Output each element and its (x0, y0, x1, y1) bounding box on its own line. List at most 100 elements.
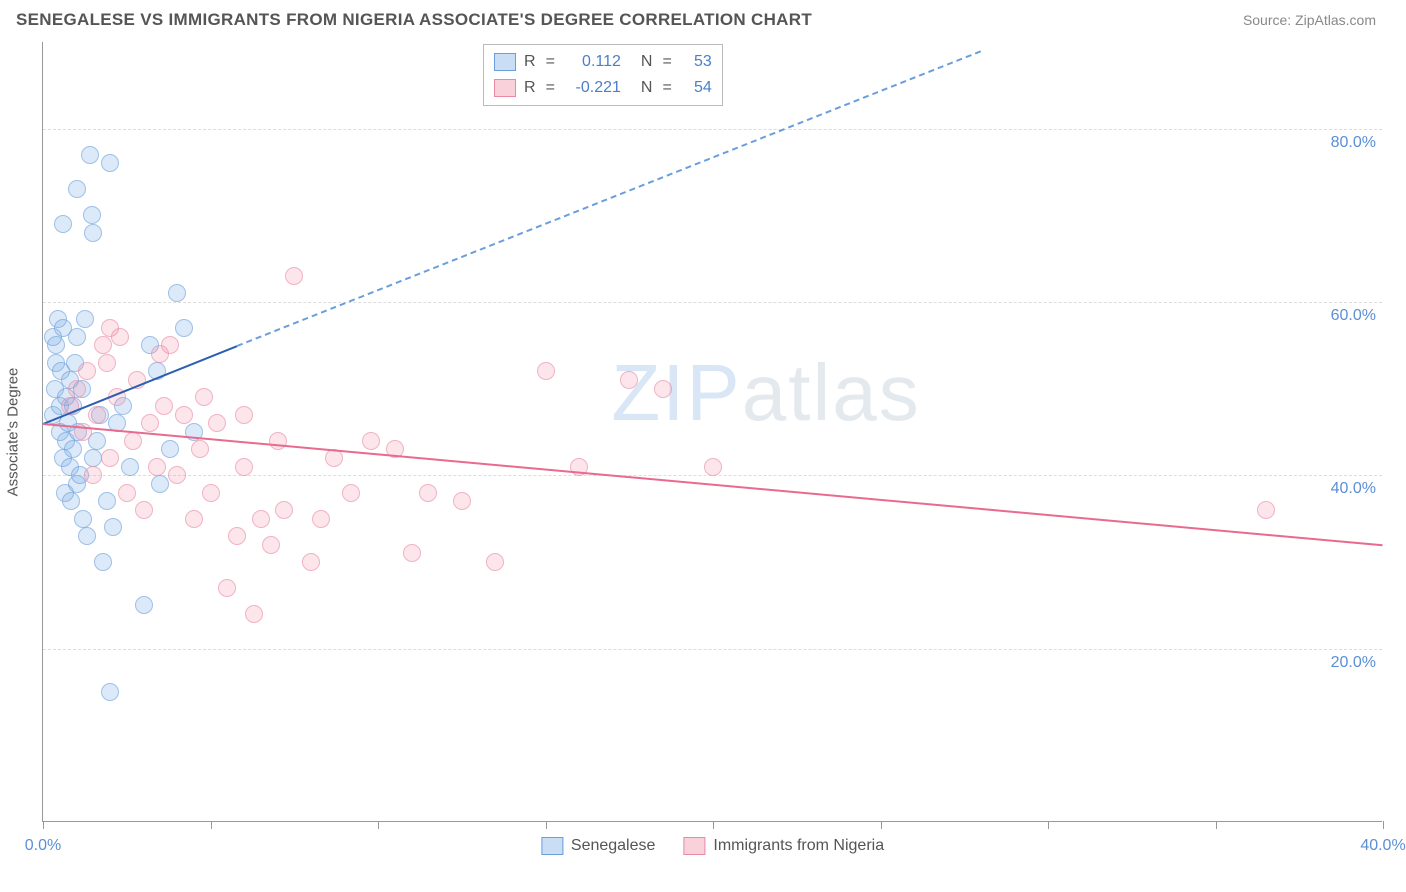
y-tick-label: 60.0% (1331, 307, 1376, 325)
data-point (74, 510, 92, 528)
data-point (342, 484, 360, 502)
data-point (362, 432, 380, 450)
data-point (245, 605, 263, 623)
data-point (101, 319, 119, 337)
data-point (135, 501, 153, 519)
data-point (76, 310, 94, 328)
data-point (654, 380, 672, 398)
data-point (94, 336, 112, 354)
data-point (101, 449, 119, 467)
data-point (54, 215, 72, 233)
x-tick (211, 821, 212, 829)
data-point (168, 466, 186, 484)
data-point (285, 267, 303, 285)
data-point (88, 406, 106, 424)
data-point (151, 475, 169, 493)
data-point (208, 414, 226, 432)
data-point (235, 406, 253, 424)
data-point (202, 484, 220, 502)
x-tick (1216, 821, 1217, 829)
data-point (704, 458, 722, 476)
series-legend: Senegalese Immigrants from Nigeria (541, 837, 884, 855)
data-point (84, 466, 102, 484)
data-point (312, 510, 330, 528)
trend-line (43, 423, 1383, 546)
correlation-legend: R= 0.112 N= 53 R= -0.221 N= 54 (483, 44, 723, 106)
r-value-1: 0.112 (565, 53, 621, 71)
legend-row: R= -0.221 N= 54 (494, 75, 712, 101)
data-point (62, 492, 80, 510)
data-point (78, 362, 96, 380)
data-point (302, 553, 320, 571)
x-tick (1383, 821, 1384, 829)
data-point (191, 440, 209, 458)
data-point (124, 432, 142, 450)
n-value-1: 53 (682, 53, 712, 71)
data-point (419, 484, 437, 502)
data-point (101, 154, 119, 172)
data-point (185, 510, 203, 528)
x-tick (378, 821, 379, 829)
r-value-2: -0.221 (565, 79, 621, 97)
data-point (104, 518, 122, 536)
data-point (68, 180, 86, 198)
data-point (269, 432, 287, 450)
data-point (275, 501, 293, 519)
gridline (43, 649, 1382, 650)
n-value-2: 54 (682, 79, 712, 97)
data-point (141, 414, 159, 432)
swatch-senegalese (494, 53, 516, 71)
y-tick-label: 20.0% (1331, 654, 1376, 672)
data-point (68, 328, 86, 346)
data-point (168, 284, 186, 302)
swatch-nigeria (494, 79, 516, 97)
data-point (148, 458, 166, 476)
data-point (44, 328, 62, 346)
chart-source: Source: ZipAtlas.com (1243, 12, 1376, 28)
data-point (83, 206, 101, 224)
data-point (252, 510, 270, 528)
legend-label: Immigrants from Nigeria (713, 837, 884, 855)
legend-row: R= 0.112 N= 53 (494, 49, 712, 75)
data-point (84, 449, 102, 467)
x-tick (43, 821, 44, 829)
legend-item: Immigrants from Nigeria (683, 837, 884, 855)
data-point (1257, 501, 1275, 519)
x-tick (881, 821, 882, 829)
data-point (84, 224, 102, 242)
data-point (78, 527, 96, 545)
x-tick (546, 821, 547, 829)
y-axis-title: Associate's Degree (5, 367, 22, 496)
data-point (121, 458, 139, 476)
gridline (43, 129, 1382, 130)
data-point (262, 536, 280, 554)
swatch-senegalese (541, 837, 563, 855)
data-point (155, 397, 173, 415)
data-point (453, 492, 471, 510)
data-point (98, 492, 116, 510)
data-point (195, 388, 213, 406)
x-tick (713, 821, 714, 829)
data-point (81, 146, 99, 164)
legend-item: Senegalese (541, 837, 656, 855)
data-point (235, 458, 253, 476)
x-tick-label: 0.0% (25, 837, 61, 855)
gridline (43, 302, 1382, 303)
x-tick-label: 40.0% (1360, 837, 1405, 855)
data-point (486, 553, 504, 571)
y-tick-label: 40.0% (1331, 480, 1376, 498)
data-point (620, 371, 638, 389)
scatter-chart: ZIPatlas Associate's Degree R= 0.112 N= … (42, 42, 1382, 822)
legend-label: Senegalese (571, 837, 656, 855)
data-point (135, 596, 153, 614)
chart-header: SENEGALESE VS IMMIGRANTS FROM NIGERIA AS… (0, 0, 1406, 36)
data-point (175, 319, 193, 337)
data-point (537, 362, 555, 380)
data-point (218, 579, 236, 597)
data-point (101, 683, 119, 701)
chart-title: SENEGALESE VS IMMIGRANTS FROM NIGERIA AS… (16, 10, 812, 30)
data-point (151, 345, 169, 363)
y-tick-label: 80.0% (1331, 134, 1376, 152)
swatch-nigeria (683, 837, 705, 855)
data-point (403, 544, 421, 562)
